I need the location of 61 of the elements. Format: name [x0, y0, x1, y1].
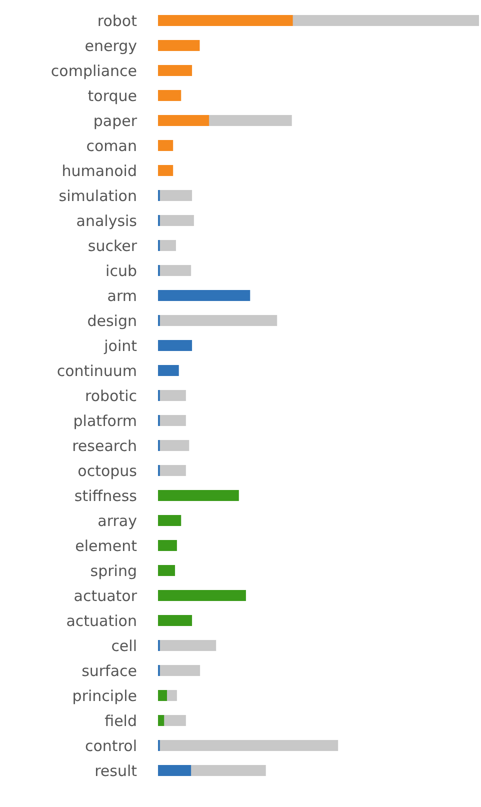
y-tick-label: actuation [66, 612, 137, 630]
bar [158, 315, 278, 326]
bar [158, 740, 338, 751]
bar [158, 690, 167, 701]
y-tick-label: analysis [76, 212, 138, 230]
y-tick-label: coman [86, 136, 137, 155]
bar [158, 115, 210, 126]
bar [158, 415, 186, 426]
bar [158, 265, 192, 276]
bar [158, 440, 190, 451]
bar [158, 565, 176, 576]
y-tick-label: field [104, 712, 137, 730]
y-tick-label: energy [84, 36, 138, 55]
bar [158, 215, 194, 226]
bar [158, 765, 192, 776]
bar [158, 465, 186, 476]
y-tick-label: humanoid [62, 162, 137, 180]
bar [158, 715, 164, 726]
bar [158, 490, 239, 501]
bar [158, 390, 186, 401]
y-tick-label: design [87, 312, 137, 330]
bar [158, 340, 192, 351]
y-tick-label: icub [106, 262, 137, 280]
bar [158, 290, 250, 301]
y-tick-label: sucker [88, 236, 138, 255]
y-tick-label: platform [73, 412, 137, 430]
bar [158, 90, 182, 101]
y-tick-label: compliance [50, 62, 137, 80]
y-tick-label: robotic [84, 386, 137, 405]
y-tick-label: surface [82, 662, 137, 680]
y-tick-label: actuator [74, 586, 138, 605]
y-tick-label: continuum [56, 362, 137, 380]
y-tick-label: arm [107, 286, 137, 305]
y-tick-label: octopus [78, 462, 138, 480]
bar [158, 165, 174, 176]
bar [158, 15, 293, 26]
y-tick-label: cell [111, 636, 137, 655]
bar [158, 65, 192, 76]
y-tick-label: result [94, 762, 138, 780]
y-tick-label: simulation [58, 186, 137, 205]
bar [158, 40, 200, 51]
bar [158, 515, 182, 526]
bar [158, 615, 192, 626]
y-tick-label: robot [97, 12, 138, 30]
y-tick-label: principle [72, 686, 137, 705]
bar [158, 365, 179, 376]
bar [158, 540, 177, 551]
y-tick-label: research [72, 436, 137, 455]
bar [158, 665, 200, 676]
y-tick-label: torque [88, 86, 137, 105]
y-tick-label: paper [93, 112, 138, 130]
y-tick-label: array [98, 512, 138, 530]
bar [158, 140, 174, 151]
y-tick-label: spring [90, 562, 137, 580]
y-tick-label: joint [103, 336, 138, 355]
bar [158, 590, 246, 601]
bar [158, 640, 216, 651]
y-tick-label: stiffness [74, 486, 138, 505]
y-tick-label: control [85, 736, 137, 755]
y-tick-label: element [75, 536, 138, 555]
bar [158, 190, 192, 201]
